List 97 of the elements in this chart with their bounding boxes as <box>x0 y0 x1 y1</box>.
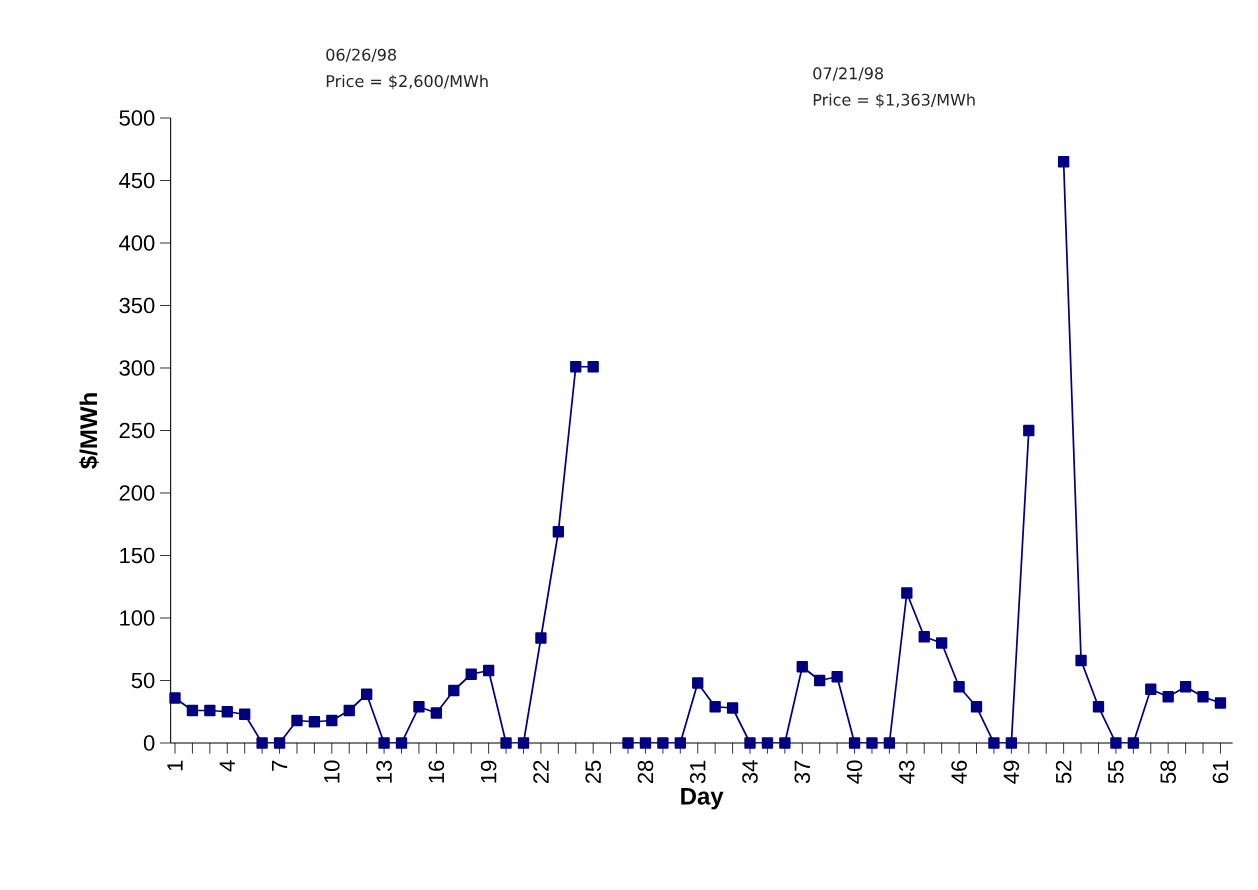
point <box>430 707 443 719</box>
y-tick-label: 150 <box>120 547 155 564</box>
point <box>413 701 425 713</box>
point <box>1023 424 1035 437</box>
point <box>326 714 338 727</box>
point <box>291 714 303 727</box>
point <box>866 737 878 749</box>
x-tick-label: 16 <box>428 760 445 783</box>
x-axis-title: Day <box>681 787 724 810</box>
point <box>552 526 564 538</box>
point <box>343 704 355 717</box>
point <box>622 737 634 749</box>
x-tick-label: 10 <box>324 760 340 783</box>
point <box>726 702 739 714</box>
x-tick-label: 52 <box>1055 760 1072 784</box>
text: Price = $2,600/MWh <box>326 74 488 90</box>
y-tick-label: 0 <box>143 735 155 751</box>
y-tick-label: 400 <box>119 235 155 251</box>
point <box>918 631 930 643</box>
point <box>988 737 1000 749</box>
x-tick-label: 31 <box>689 760 706 784</box>
point <box>204 704 216 717</box>
x-tick-label: 40 <box>846 760 863 784</box>
y-tick-label: 250 <box>119 422 155 439</box>
y-tick-label: 200 <box>119 485 155 501</box>
point <box>1057 156 1070 168</box>
point <box>814 674 826 687</box>
y-tick-label: 450 <box>119 172 155 189</box>
point <box>1092 701 1105 713</box>
point <box>709 701 721 713</box>
point <box>970 701 983 713</box>
text: Price = $1,363/MWh <box>813 93 975 108</box>
x-tick-label: 28 <box>637 760 654 784</box>
point <box>639 737 652 749</box>
point <box>901 587 913 599</box>
x-tick-label: 43 <box>899 760 915 784</box>
x-tick-label: 22 <box>533 760 549 784</box>
point <box>186 704 199 717</box>
y-tick-label: 50 <box>131 672 155 689</box>
x-tick-label: 46 <box>951 760 967 784</box>
x-tick-label: 7 <box>271 760 288 771</box>
point <box>465 668 477 680</box>
point <box>848 737 861 749</box>
point <box>1197 691 1209 703</box>
point <box>587 361 599 373</box>
point <box>1005 737 1018 749</box>
x-tick-label: 13 <box>376 760 392 783</box>
point <box>1162 691 1174 703</box>
point <box>1110 737 1122 749</box>
point <box>1145 683 1157 695</box>
y-tick-label: 350 <box>119 297 155 314</box>
point <box>692 677 704 689</box>
point <box>883 737 896 749</box>
x-tick-label: 61 <box>1212 760 1229 784</box>
point <box>239 708 251 720</box>
x-tick-label: 55 <box>1108 760 1124 784</box>
y-axis-title: $/MWh <box>79 393 99 469</box>
point <box>1179 681 1192 693</box>
x-tick-label: 37 <box>794 760 811 784</box>
point <box>378 737 390 749</box>
point <box>256 737 268 749</box>
text: 06/26/98 <box>326 48 397 63</box>
point <box>1214 697 1227 709</box>
point <box>935 637 948 649</box>
point <box>395 737 408 749</box>
x-tick-label: 4 <box>219 760 235 772</box>
point <box>517 737 530 749</box>
point <box>1075 654 1087 667</box>
point <box>953 681 965 693</box>
point <box>361 688 373 700</box>
point <box>169 692 181 704</box>
y-tick-label: 300 <box>119 360 155 376</box>
point <box>744 737 756 749</box>
point <box>535 632 547 644</box>
point <box>779 737 791 749</box>
point <box>448 684 460 697</box>
y-tick-label: 500 <box>119 110 155 126</box>
point <box>1127 737 1140 749</box>
x-tick-label: 25 <box>585 760 601 784</box>
point <box>657 737 669 749</box>
point <box>570 361 582 373</box>
x-tick-label: 49 <box>1003 760 1020 784</box>
x-tick-label: 34 <box>742 760 758 784</box>
x-tick-label: 1 <box>167 760 183 771</box>
text: 07/21/98 <box>813 67 884 81</box>
point <box>796 661 808 673</box>
point <box>273 737 286 749</box>
point <box>221 706 233 718</box>
point <box>482 664 495 677</box>
x-tick-label: 19 <box>480 760 497 783</box>
point <box>674 737 686 749</box>
y-tick-label: 100 <box>120 610 155 626</box>
x-tick-label: 58 <box>1160 760 1176 784</box>
point <box>831 671 843 683</box>
point <box>308 716 321 728</box>
point <box>500 737 512 749</box>
point <box>761 737 774 749</box>
